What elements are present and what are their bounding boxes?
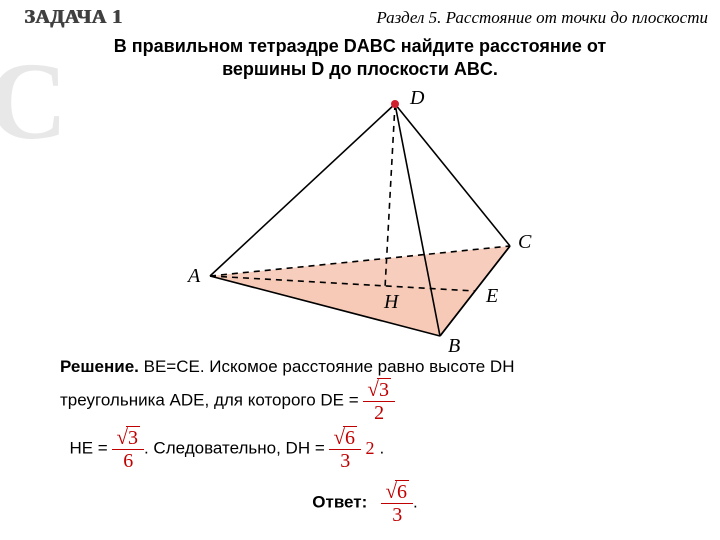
period-1: .: [380, 439, 385, 458]
tetrahedron-figure: D A B C H E: [170, 86, 550, 356]
solution-line-3: HE = 3 6 . Следовательно, DH = 6 3 2 .: [60, 427, 670, 471]
solution-line-2: треугольника ADE, для которого DE = 3 2: [60, 379, 670, 423]
answer-label: Ответ:: [312, 493, 367, 512]
de-value: 3 2: [363, 379, 395, 423]
svg-text:B: B: [448, 335, 460, 356]
svg-text:C: C: [518, 231, 532, 253]
header: ЗАДАЧА 1 Раздел 5. Расстояние от точки д…: [0, 0, 720, 29]
svg-text:H: H: [383, 291, 400, 313]
answer-row: Ответ: 6 3 .: [60, 471, 670, 525]
solution-text-1b: треугольника ADE, для которого DE =: [60, 390, 363, 409]
svg-text:E: E: [485, 285, 498, 307]
dh-value: 6 3 2: [329, 437, 379, 459]
solution-label: Решение.: [60, 357, 139, 376]
solution-block: Решение. BE=CE. Искомое расстояние равно…: [0, 356, 720, 525]
task-label: ЗАДАЧА 1: [24, 6, 122, 29]
solution-line-1: Решение. BE=CE. Искомое расстояние равно…: [60, 356, 670, 379]
problem-line-1: В правильном тетраэдре DABC найдите расс…: [114, 36, 606, 56]
section-label: Раздел 5. Расстояние от точки до плоскос…: [376, 8, 708, 28]
problem-line-2: вершины D до плоскости ABC.: [222, 59, 498, 79]
svg-text:D: D: [409, 87, 425, 109]
svg-text:A: A: [186, 265, 201, 287]
he-value: 3 6: [112, 427, 144, 471]
he-eq-label: HE =: [69, 439, 112, 458]
problem-statement: В правильном тетраэдре DABC найдите расс…: [0, 29, 720, 80]
solution-text-1a: BE=CE. Искомое расстояние равно высоте D…: [139, 357, 515, 376]
period-2: .: [413, 493, 418, 512]
consequently-text: . Следовательно, DH =: [144, 439, 330, 458]
answer-value: 6 3: [381, 481, 413, 525]
